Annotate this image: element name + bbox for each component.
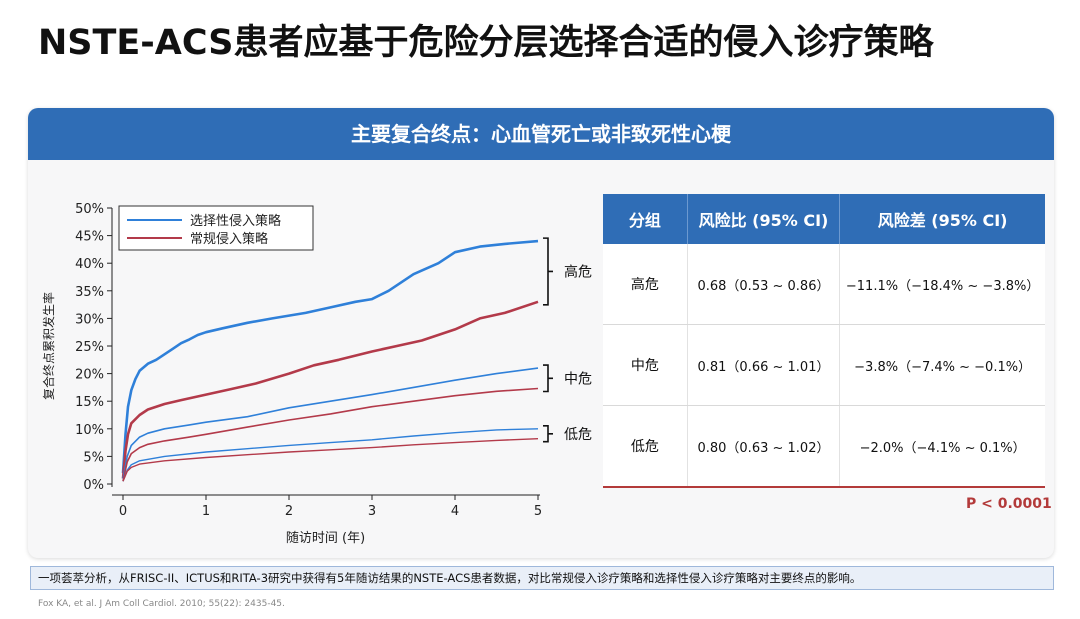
y-tick-label: 45% <box>75 230 104 245</box>
cell-hr: 0.81（0.66 ~ 1.01） <box>687 324 841 406</box>
legend-label: 选择性侵入策略 <box>190 213 281 229</box>
y-tick-label: 35% <box>75 285 104 300</box>
cell-group: 低危 <box>603 405 688 488</box>
cell-group: 高危 <box>603 244 688 325</box>
panel-header: 主要复合终点：心血管死亡或非致死性心梗 <box>28 108 1054 160</box>
y-axis-label: 复合终点累积发生率 <box>41 292 56 400</box>
table-row: 低危 0.80（0.63 ~ 1.02） −2.0%（−4.1% ~ 0.1%） <box>603 405 1045 488</box>
y-tick-label: 50% <box>75 202 104 217</box>
km-chart: 0% 5% 10% 15% 20% 25% 30% 35% 40% 45% 50% 0 1 2 3 4 5 随访时… <box>41 202 592 546</box>
cell-rd: −11.1%（−18.4% ~ −3.8%） <box>839 244 1045 325</box>
group-bracket <box>543 364 553 393</box>
series-line <box>122 387 539 482</box>
y-tick-label: 20% <box>75 368 104 383</box>
reference: Fox KA, et al. J Am Coll Cardiol. 2010; … <box>38 599 285 609</box>
x-tick-label: 5 <box>534 504 542 519</box>
legend-label: 常规侵入策略 <box>190 231 268 247</box>
x-tick-label: 1 <box>202 504 210 519</box>
group-bracket <box>543 425 553 443</box>
column-header-rd: 风险差 (95% CI) <box>839 194 1045 244</box>
group-bracket <box>543 237 553 306</box>
legend-box <box>118 205 314 251</box>
table-row: 高危 0.68（0.53 ~ 0.86） −11.1%（−18.4% ~ −3.… <box>603 244 1045 325</box>
cell-hr: 0.80（0.63 ~ 1.02） <box>687 405 841 488</box>
x-tick-label: 0 <box>119 504 127 519</box>
x-tick-label: 2 <box>285 504 293 519</box>
x-tick-label: 3 <box>368 504 376 519</box>
series-line <box>121 239 539 474</box>
series-line <box>122 438 539 482</box>
cell-group: 中危 <box>603 324 688 406</box>
table-row: 中危 0.81（0.66 ~ 1.01） −3.8%（−7.4% ~ −0.1%… <box>603 324 1045 406</box>
cell-rd: −2.0%（−4.1% ~ 0.1%） <box>839 405 1045 488</box>
p-value: P < 0.0001 <box>966 496 1052 512</box>
group-label: 高危 <box>564 263 592 280</box>
y-tick-label: 5% <box>83 450 104 465</box>
y-tick-label: 0% <box>83 478 104 493</box>
y-tick-label: 40% <box>75 257 104 272</box>
cell-hr: 0.68（0.53 ~ 0.86） <box>687 244 841 325</box>
y-tick-label: 25% <box>75 340 104 355</box>
risk-table: 分组 风险比 (95% CI) 风险差 (95% CI) 高危 0.68（0.5… <box>603 194 1045 488</box>
cell-rd: −3.8%（−7.4% ~ −0.1%） <box>839 324 1045 406</box>
series-line <box>122 428 539 482</box>
x-tick-label: 4 <box>451 504 459 519</box>
y-tick-label: 15% <box>75 395 104 410</box>
y-tick-label: 10% <box>75 423 104 438</box>
series-line <box>121 300 539 479</box>
footnote: 一项荟萃分析，从FRISC-II、ICTUS和RITA-3研究中获得有5年随访结… <box>30 566 1054 590</box>
column-header-hr: 风险比 (95% CI) <box>687 194 841 244</box>
x-axis-label: 随访时间 (年) <box>286 531 365 546</box>
series-line <box>122 367 539 479</box>
group-label: 低危 <box>564 427 592 443</box>
group-label: 中危 <box>564 371 592 387</box>
page-title: NSTE-ACS患者应基于危险分层选择合适的侵入诊疗策略 <box>38 23 934 63</box>
column-header-group: 分组 <box>603 194 688 244</box>
y-tick-label: 30% <box>75 312 104 327</box>
table-header-row: 分组 风险比 (95% CI) 风险差 (95% CI) <box>603 194 1045 244</box>
